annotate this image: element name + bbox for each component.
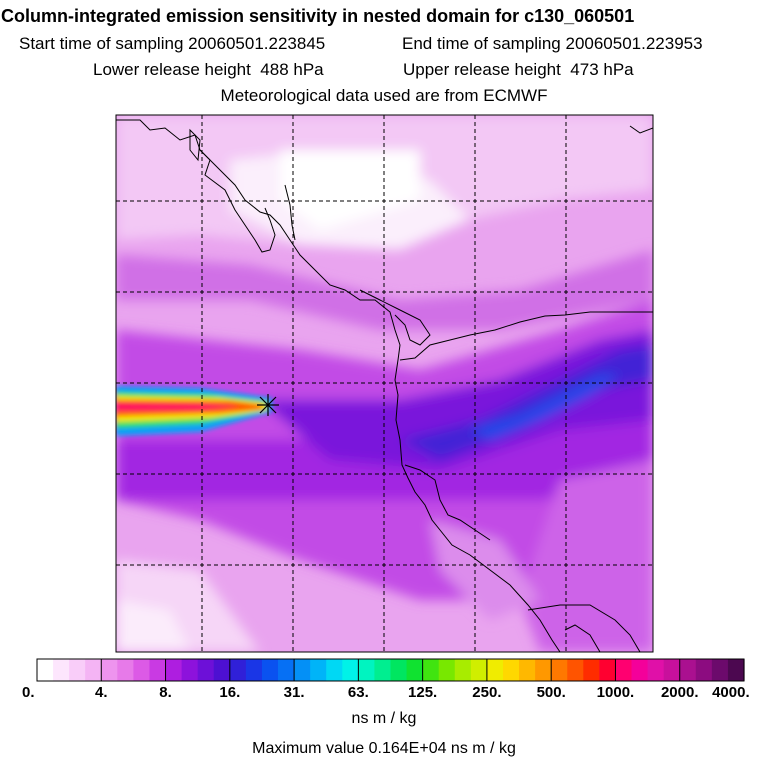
- release-marker: [257, 394, 279, 416]
- maximum-value: Maximum value 0.164E+04 ns m / kg: [252, 740, 516, 757]
- colorbar-swatch: [213, 659, 231, 681]
- colorbar-swatch: [583, 659, 600, 681]
- end-time-line: End time of sampling 20060501.223953: [402, 34, 703, 54]
- colorbar-swatch: [85, 659, 102, 681]
- colorbar-swatch: [37, 659, 54, 681]
- start-time-value: 20060501.223845: [188, 34, 326, 53]
- colorbar-swatch: [647, 659, 665, 681]
- map-title: Column-integrated emission sensitivity i…: [1, 6, 635, 26]
- colorbar-swatch: [342, 659, 359, 681]
- colorbar-swatch: [53, 659, 70, 681]
- colorbar-tick-label: 0.: [22, 684, 35, 701]
- lower-height-label: Lower release height: [93, 60, 251, 79]
- colorbar-swatch: [326, 659, 343, 681]
- colorbar-swatch: [711, 659, 729, 681]
- colorbar-swatch: [406, 659, 424, 681]
- colorbar-swatch: [551, 659, 568, 681]
- colorbar-swatch: [470, 659, 488, 681]
- start-time-label: Start time of sampling: [19, 34, 184, 53]
- upper-height-value: 473 hPa: [570, 60, 634, 79]
- colorbar-swatch: [69, 659, 86, 681]
- colorbar-swatch: [261, 659, 279, 681]
- colorbar-swatch: [663, 659, 681, 681]
- colorbar-swatch: [245, 659, 263, 681]
- upper-height-line: Upper release height 473 hPa: [403, 60, 634, 80]
- colorbar-swatch: [422, 659, 440, 681]
- colorbar-swatch: [695, 659, 713, 681]
- lower-height-value: 488 hPa: [260, 60, 324, 79]
- colorbar-swatch: [374, 659, 392, 681]
- colorbar-swatch: [502, 659, 520, 681]
- colorbar-tick-label: 8.: [159, 684, 172, 701]
- graticule: [116, 115, 653, 652]
- colorbar-swatch: [631, 659, 649, 681]
- colorbar-swatch: [294, 659, 311, 681]
- colorbar-tick-label: 500.: [536, 684, 566, 701]
- colorbar-swatch: [390, 659, 408, 681]
- colorbar-swatch: [117, 659, 135, 681]
- colorbar-swatch: [615, 659, 633, 681]
- lower-height-line: Lower release height 488 hPa: [93, 60, 324, 80]
- colorbar-units: ns m / kg: [351, 710, 417, 727]
- colorbar-swatch: [519, 659, 536, 681]
- colorbar-tick-label: 250.: [472, 684, 502, 701]
- colorbar-swatch: [727, 659, 745, 681]
- colorbar-tick-label: 125.: [408, 684, 438, 701]
- colorbar-swatch: [133, 659, 151, 681]
- colorbar-swatch: [535, 659, 552, 681]
- colorbar-swatch: [229, 659, 247, 681]
- colorbar-swatch: [149, 659, 167, 681]
- colorbar-swatch: [679, 659, 697, 681]
- met-data-line: Meteorological data used are from ECMWF: [220, 86, 548, 105]
- colorbar-tick-label: 2000.: [660, 684, 699, 701]
- colorbar-swatch: [567, 659, 584, 681]
- coastlines: [116, 119, 653, 652]
- colorbar-swatch: [486, 659, 504, 681]
- colorbar-tick-label: 4000.: [712, 684, 750, 701]
- colorbar: [36, 658, 745, 682]
- colorbar-swatch: [197, 659, 215, 681]
- colorbar-swatch: [310, 659, 327, 681]
- start-time-line: Start time of sampling 20060501.223845: [19, 34, 325, 54]
- sensitivity-field: [116, 115, 653, 652]
- map-frame: [115, 114, 654, 653]
- colorbar-swatch: [454, 659, 472, 681]
- colorbar-swatch: [165, 659, 183, 681]
- colorbar-tick-label: 16.: [219, 684, 241, 701]
- colorbar-tick-label: 63.: [347, 684, 369, 701]
- end-time-label: End time of sampling: [402, 34, 561, 53]
- colorbar-swatch: [599, 659, 617, 681]
- colorbar-swatch: [438, 659, 456, 681]
- colorbar-swatch: [358, 659, 376, 681]
- colorbar-tick-label: 31.: [283, 684, 305, 701]
- colorbar-swatch: [181, 659, 199, 681]
- colorbar-swatch: [278, 659, 295, 681]
- colorbar-swatch: [101, 659, 118, 681]
- end-time-value: 20060501.223953: [565, 34, 703, 53]
- colorbar-tick-label: 1000.: [596, 684, 635, 701]
- colorbar-tick-label: 4.: [95, 684, 108, 701]
- upper-height-label: Upper release height: [403, 60, 561, 79]
